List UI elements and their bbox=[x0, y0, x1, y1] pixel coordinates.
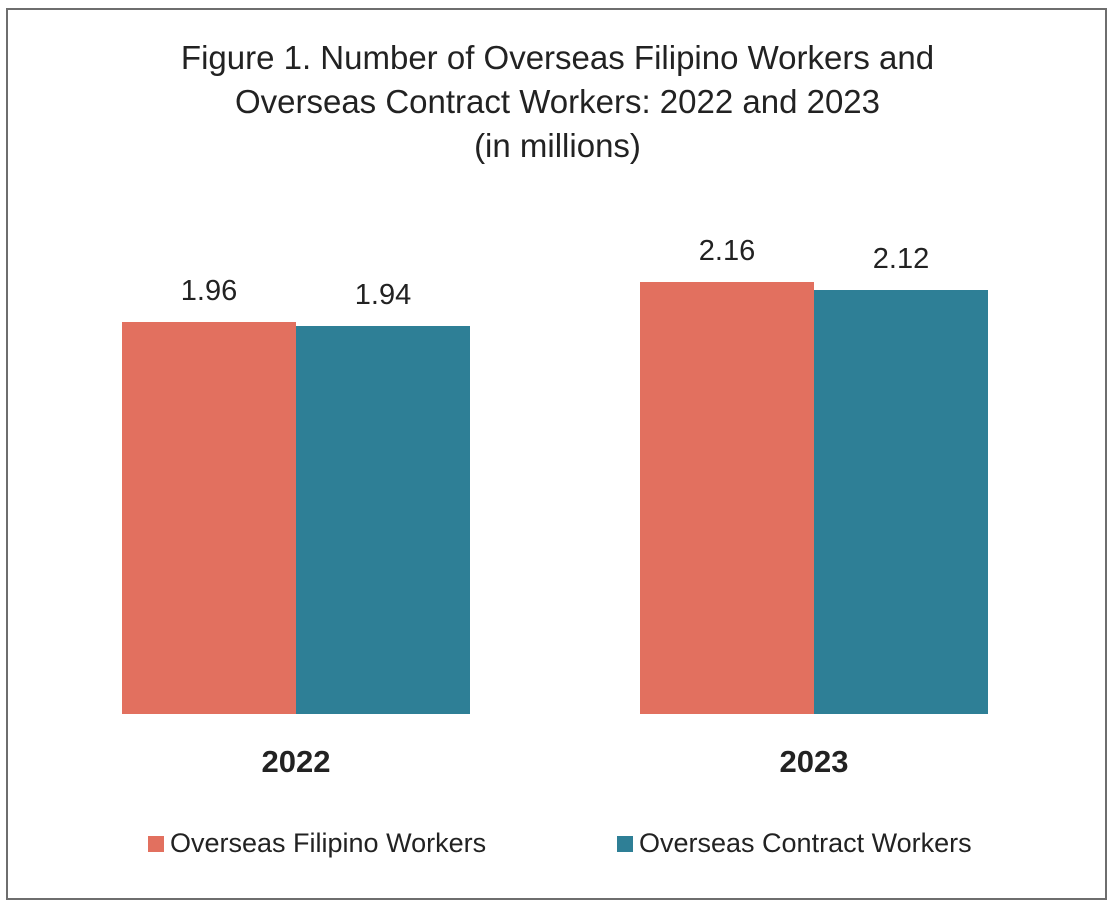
data-label-ocw-2023: 2.12 bbox=[873, 243, 929, 275]
data-label-ofw-2023: 2.16 bbox=[699, 235, 755, 267]
data-label-ofw-2022: 1.96 bbox=[181, 275, 237, 307]
chart-title: Figure 1. Number of Overseas Filipino Wo… bbox=[0, 36, 1115, 168]
bar-ofw-2022 bbox=[122, 322, 296, 714]
legend-label-ofw: Overseas Filipino Workers bbox=[170, 828, 487, 858]
legend-item-ocw: Overseas Contract Workers bbox=[617, 828, 972, 859]
category-label-2022: 2022 bbox=[262, 744, 331, 779]
bar-ofw-2023 bbox=[640, 282, 814, 714]
bar-ocw-2022 bbox=[296, 326, 470, 714]
legend-swatch-ofw bbox=[148, 835, 164, 852]
data-label-ocw-2022: 1.94 bbox=[355, 279, 411, 311]
legend-label-ocw: Overseas Contract Workers bbox=[639, 828, 972, 858]
chart-title-line-1: Figure 1. Number of Overseas Filipino Wo… bbox=[180, 39, 935, 76]
chart-title-line-2: Overseas Contract Workers: 2022 and 2023 bbox=[234, 83, 881, 120]
chart-subtitle: (in millions) bbox=[474, 127, 641, 164]
legend-item-ofw: Overseas Filipino Workers bbox=[148, 828, 486, 859]
bar-ocw-2023 bbox=[814, 290, 988, 714]
legend-swatch-ocw bbox=[617, 835, 633, 852]
category-label-2023: 2023 bbox=[780, 744, 849, 779]
